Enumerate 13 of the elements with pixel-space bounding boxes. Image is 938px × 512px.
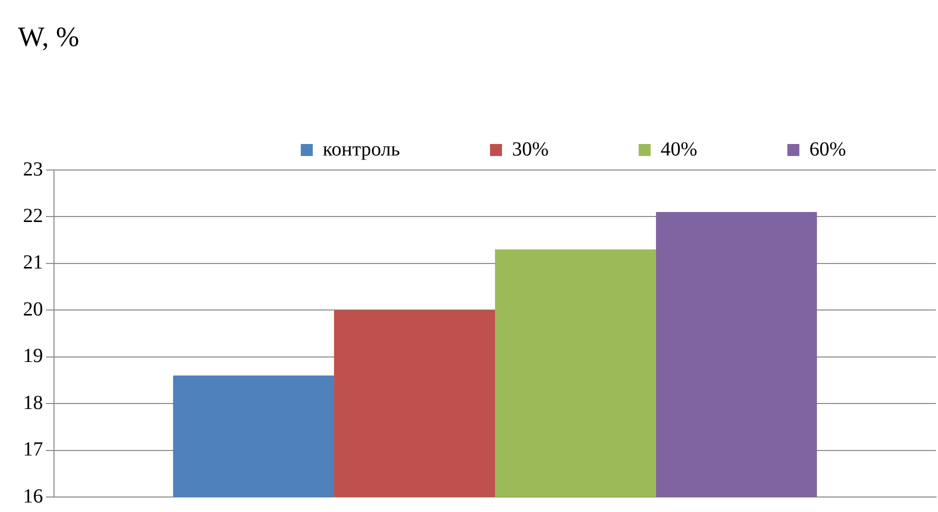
- legend-label: 30%: [512, 138, 549, 160]
- legend-label: 40%: [660, 138, 698, 160]
- y-axis-title: W, %: [18, 22, 80, 54]
- legend-label: контроль: [322, 138, 400, 160]
- y-tick-label: 21: [23, 252, 43, 274]
- y-tick-label: 19: [23, 345, 43, 368]
- y-tick-label: 22: [23, 204, 43, 227]
- y-tick-label: 23: [23, 158, 43, 180]
- legend-label: 60%: [809, 138, 846, 160]
- y-tick-label: 18: [23, 392, 43, 414]
- y-tick-label: 17: [23, 438, 43, 461]
- y-tick-label: 20: [23, 298, 43, 320]
- y-tick-label: 16: [23, 485, 43, 508]
